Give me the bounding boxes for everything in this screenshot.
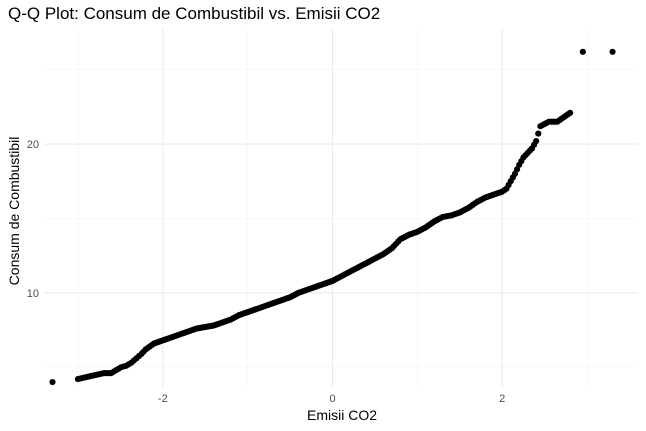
chart-title: Q-Q Plot: Consum de Combustibil vs. Emis… xyxy=(8,4,380,23)
x-tick-label: 2 xyxy=(499,393,505,405)
data-point xyxy=(579,48,586,55)
x-axis-title: Emisii CO2 xyxy=(307,407,377,423)
y-tick-label: 10 xyxy=(27,288,39,300)
tick-labels: -2 0 2 10 20 xyxy=(27,139,506,405)
y-axis-title: Consum de Combustibil xyxy=(6,137,22,286)
grid-lines xyxy=(44,28,638,388)
data-points xyxy=(49,48,616,386)
x-tick-label: -2 xyxy=(158,393,168,405)
data-point xyxy=(535,130,542,137)
data-point xyxy=(49,378,56,386)
data-point xyxy=(533,137,540,145)
y-tick-label: 20 xyxy=(27,139,39,151)
x-tick-label: 0 xyxy=(329,393,335,405)
data-point xyxy=(609,48,616,55)
data-point xyxy=(567,109,574,116)
